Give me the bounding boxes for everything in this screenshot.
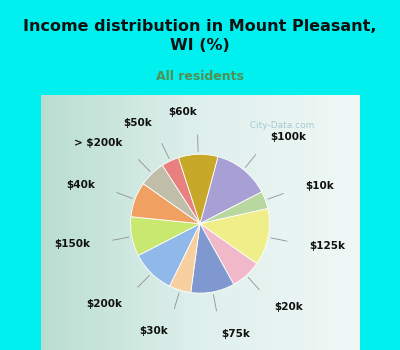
Wedge shape (191, 224, 234, 293)
Text: $200k: $200k (86, 299, 122, 309)
Text: $10k: $10k (305, 181, 334, 191)
Text: $60k: $60k (168, 107, 197, 117)
Wedge shape (200, 192, 268, 224)
Wedge shape (200, 224, 257, 284)
Text: $20k: $20k (275, 302, 304, 312)
Text: City-Data.com: City-Data.com (244, 121, 315, 130)
Wedge shape (170, 224, 200, 293)
Wedge shape (130, 217, 200, 256)
Text: Income distribution in Mount Pleasant,
WI (%): Income distribution in Mount Pleasant, W… (23, 19, 377, 52)
Text: $150k: $150k (54, 239, 90, 250)
Wedge shape (138, 224, 200, 286)
Text: $100k: $100k (270, 132, 306, 142)
Text: $125k: $125k (310, 241, 346, 251)
Wedge shape (200, 157, 262, 224)
Text: $30k: $30k (139, 326, 168, 336)
Text: $40k: $40k (66, 180, 95, 189)
Text: $50k: $50k (123, 118, 152, 128)
Text: > $200k: > $200k (74, 138, 123, 148)
Wedge shape (200, 209, 270, 264)
Wedge shape (162, 158, 200, 224)
Text: $75k: $75k (221, 329, 250, 338)
Text: All residents: All residents (156, 70, 244, 83)
Wedge shape (178, 154, 218, 224)
Wedge shape (131, 184, 200, 224)
Wedge shape (143, 165, 200, 224)
